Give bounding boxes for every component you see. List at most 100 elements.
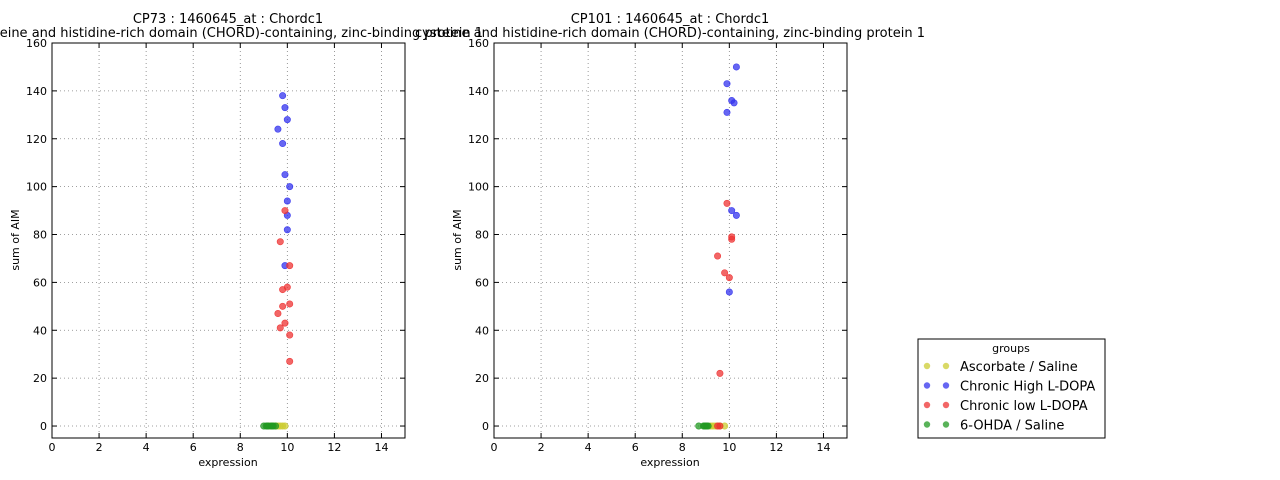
data-points — [695, 63, 740, 430]
y-tick-label: 40 — [475, 324, 489, 337]
data-point — [281, 319, 289, 327]
x-tick-label: 8 — [237, 441, 244, 454]
x-tick-label: 4 — [585, 441, 592, 454]
x-axis-label: expression — [640, 456, 699, 469]
data-point — [276, 324, 284, 332]
data-point — [283, 226, 291, 234]
data-point — [283, 283, 291, 291]
data-point — [281, 171, 289, 179]
data-point — [279, 92, 287, 100]
chart-title: CP73 : 1460645_at : Chordc1 — [133, 12, 323, 27]
chart-title: CP101 : 1460645_at : Chordc1 — [571, 12, 770, 27]
series-6-ohda-saline — [695, 422, 712, 430]
data-point — [279, 302, 287, 310]
y-tick-label: 60 — [33, 276, 47, 289]
y-tick-label: 80 — [475, 229, 489, 242]
data-point — [283, 197, 291, 205]
data-point — [281, 104, 289, 112]
x-tick-label: 2 — [96, 441, 103, 454]
x-tick-label: 10 — [280, 441, 294, 454]
data-point — [721, 269, 729, 277]
data-point — [268, 422, 276, 430]
data-point — [274, 125, 282, 133]
series-6-ohda-saline — [260, 422, 280, 430]
legend-marker — [942, 382, 950, 389]
x-tick-label: 12 — [327, 441, 341, 454]
plot-frame — [493, 42, 848, 439]
data-point — [276, 238, 284, 246]
data-point — [730, 99, 738, 107]
y-axis-label: sum of AIM — [9, 209, 22, 270]
legend-entries: Ascorbate / Saline Chronic High L-DOPA Chr… — [923, 360, 1095, 434]
data-point — [728, 233, 736, 241]
chart-subtitle: cysteine and histidine-rich domain (CHOR… — [415, 26, 925, 41]
chart-cp101: CP101 : 1460645_at : Chordc1 cysteine an… — [415, 12, 925, 469]
legend-marker — [923, 382, 931, 389]
x-tick-label: 6 — [632, 441, 639, 454]
data-point — [714, 252, 722, 260]
y-tick-label: 160 — [468, 37, 489, 50]
legend-label: Ascorbate / Saline — [960, 360, 1078, 375]
data-point — [728, 207, 736, 215]
data-point — [286, 262, 294, 270]
data-point — [732, 63, 740, 71]
data-point — [274, 310, 282, 318]
data-point — [723, 108, 731, 116]
legend-box — [917, 338, 1106, 439]
x-tick-label: 0 — [491, 441, 498, 454]
x-tick-label: 12 — [769, 441, 783, 454]
y-tick-label: 20 — [475, 372, 489, 385]
y-tick-label: 40 — [33, 324, 47, 337]
x-tick-label: 6 — [190, 441, 197, 454]
data-point — [286, 357, 294, 365]
x-axis-label: expression — [198, 456, 257, 469]
y-tick-label: 140 — [26, 85, 47, 98]
data-point — [286, 300, 294, 308]
legend-label: 6-OHDA / Saline — [960, 419, 1064, 434]
x-tick-label: 14 — [374, 441, 388, 454]
data-points — [260, 92, 294, 430]
y-tick-label: 120 — [26, 133, 47, 146]
y-tick-label: 100 — [468, 181, 489, 194]
data-point — [281, 207, 289, 215]
legend-label: Chronic low L-DOPA — [960, 399, 1088, 414]
x-tick-label: 8 — [679, 441, 686, 454]
chart-cp73: CP73 : 1460645_at : Chordc1 cysteine and… — [0, 12, 483, 469]
data-point — [723, 80, 731, 88]
series-chronic-high-l-dopa — [723, 63, 740, 296]
x-tick-label: 4 — [143, 441, 150, 454]
data-point — [723, 199, 731, 207]
y-tick-label: 140 — [468, 85, 489, 98]
legend-marker — [923, 401, 931, 409]
data-point — [279, 140, 287, 148]
x-tick-label: 0 — [49, 441, 56, 454]
x-tick-label: 14 — [816, 441, 830, 454]
data-point — [703, 422, 711, 430]
legend-marker — [942, 401, 950, 409]
legend: groups Ascorbate / Saline Chronic High L-… — [917, 338, 1106, 439]
y-axis-ticks: 0 20 40 60 80 100 120 140 160 — [26, 37, 405, 433]
x-tick-label: 10 — [722, 441, 736, 454]
series-chronic-low-l-dopa — [714, 199, 736, 430]
y-tick-label: 100 — [26, 181, 47, 194]
y-tick-label: 120 — [468, 133, 489, 146]
y-tick-label: 80 — [33, 229, 47, 242]
data-point — [286, 183, 294, 191]
x-axis-ticks: 0 2 4 6 8 10 12 14 — [49, 43, 388, 454]
chart-subtitle: cysteine and histidine-rich domain (CHOR… — [0, 26, 483, 41]
y-tick-label: 60 — [475, 276, 489, 289]
legend-marker — [942, 362, 950, 370]
data-point — [286, 331, 294, 339]
plot-frame — [51, 42, 406, 439]
legend-marker — [923, 421, 931, 428]
y-tick-label: 0 — [482, 420, 489, 433]
y-axis-label: sum of AIM — [451, 209, 464, 270]
legend-marker — [923, 362, 931, 370]
data-point — [732, 211, 740, 219]
data-point — [716, 369, 724, 377]
legend-marker — [942, 421, 950, 428]
data-point — [716, 422, 724, 430]
data-point — [283, 116, 291, 124]
x-tick-label: 2 — [538, 441, 545, 454]
